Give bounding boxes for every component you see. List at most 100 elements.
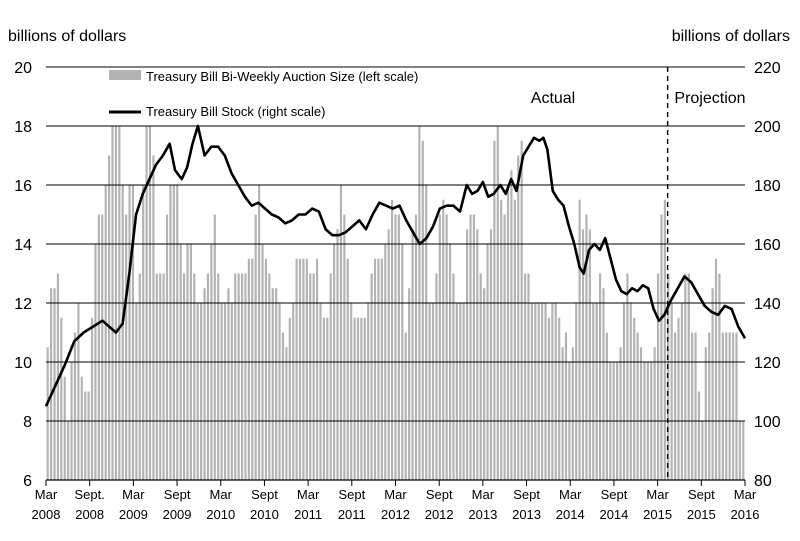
x-tick-label-top: Sept (688, 487, 715, 502)
x-tick-label-top: Mar (734, 487, 757, 502)
auction-bar (489, 229, 493, 480)
auction-bar (411, 229, 414, 480)
auction-bar (592, 303, 595, 480)
auction-bar (588, 229, 591, 480)
auction-bar (653, 347, 656, 480)
auction-bar (714, 258, 718, 480)
auction-bar (125, 214, 128, 480)
x-tick-label-bottom: 2016 (731, 507, 760, 522)
auction-bar (656, 273, 660, 480)
auction-bar (121, 185, 124, 480)
auction-bar (373, 258, 377, 480)
auction-bar (708, 332, 711, 480)
auction-bar (227, 288, 230, 480)
auction-bar (162, 273, 165, 480)
auction-bar (466, 229, 469, 480)
auction-bar (558, 317, 561, 480)
auction-bar (230, 303, 233, 480)
auction-bar (633, 317, 636, 480)
x-tick-label-top: Sept. (75, 487, 105, 502)
auction-bar (56, 273, 60, 480)
auction-bar (483, 288, 486, 480)
auction-bar (138, 273, 141, 480)
right-tick-label: 180 (754, 178, 781, 195)
legend-line-label: Treasury Bill Stock (right scale) (146, 104, 325, 119)
auction-bar (203, 288, 206, 480)
auction-bar (77, 303, 80, 480)
right-tick-label: 220 (754, 60, 781, 77)
x-tick-label-bottom: 2013 (468, 507, 497, 522)
x-tick-label-top: Mar (384, 487, 407, 502)
auction-bar (674, 332, 677, 480)
auction-bar (636, 332, 639, 480)
auction-bar (193, 273, 196, 480)
annotations: Actual Projection (531, 67, 746, 480)
auction-bar (581, 229, 585, 480)
auction-bar (517, 155, 520, 480)
auction-bar (547, 317, 551, 480)
axes (45, 479, 746, 486)
auction-bar (275, 288, 278, 480)
x-tick-label-bottom: 2010 (250, 507, 279, 522)
auction-bar (684, 273, 687, 480)
bill-stock-line (44, 124, 747, 407)
auction-bar (561, 347, 564, 480)
x-tick-label-bottom: 2009 (119, 507, 148, 522)
auction-bar (438, 214, 441, 480)
auction-bar (571, 347, 574, 480)
auction-bar (639, 347, 643, 480)
auction-bar (244, 273, 247, 480)
auction-bar (220, 303, 223, 480)
auction-bar (264, 258, 268, 480)
auction-bar (554, 303, 557, 480)
auction-bar (97, 214, 100, 480)
gridlines (46, 66, 745, 422)
auction-bar (697, 391, 701, 480)
auction-bar (206, 273, 210, 480)
right-axis-unit-label: billions of dollars (671, 28, 790, 45)
auction-bar (183, 273, 186, 480)
auction-bar (322, 317, 325, 480)
auction-bar (479, 273, 482, 480)
left-tick-label: 14 (14, 237, 32, 254)
auction-bar (541, 303, 544, 480)
auction-bar (530, 303, 533, 480)
auction-bar (240, 273, 244, 480)
x-tick-label-top: Sept (164, 487, 191, 502)
auction-bar (251, 258, 254, 480)
auction-bar (551, 303, 554, 480)
auction-bar (67, 421, 70, 480)
x-tick-label-bottom: 2008 (75, 507, 104, 522)
auction-bar (159, 273, 162, 480)
auction-bar (234, 273, 237, 480)
auction-bar (387, 229, 390, 480)
auction-bar (155, 273, 158, 480)
auction-bar (237, 273, 240, 480)
x-tick-label-top: Sept (338, 487, 365, 502)
auction-bar (90, 317, 94, 480)
auction-bar (677, 317, 680, 480)
right-tick-label: 140 (754, 296, 781, 313)
auction-bar (128, 185, 131, 480)
auction-bar (663, 199, 666, 480)
auction-bar (408, 288, 411, 480)
auction-bar (271, 288, 274, 480)
auction-bar (223, 303, 227, 480)
auction-bar (728, 332, 731, 480)
x-tick-label-top: Mar (210, 487, 233, 502)
x-tick-label-bottom: 2014 (556, 507, 585, 522)
auction-bar (598, 273, 602, 480)
auction-bar (629, 303, 632, 480)
projection-label: Projection (674, 90, 745, 107)
auction-bar (172, 185, 175, 480)
left-axis-unit-label: billions of dollars (8, 28, 127, 45)
auction-bar (254, 214, 257, 480)
actual-label: Actual (531, 90, 575, 107)
legend: Treasury Bill Bi-Weekly Auction Size (le… (109, 69, 418, 119)
auction-bar (107, 155, 111, 480)
auction-bar (258, 185, 261, 480)
auction-bar (356, 317, 360, 480)
auction-bar (326, 317, 329, 480)
stock-line-path (44, 124, 747, 407)
auction-bar (288, 317, 291, 480)
